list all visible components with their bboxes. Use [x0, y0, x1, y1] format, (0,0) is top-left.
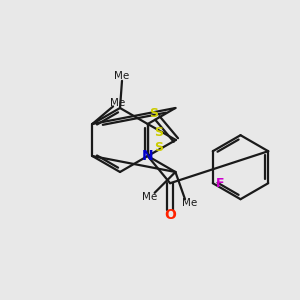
Text: S: S	[149, 107, 158, 120]
Text: S: S	[154, 126, 163, 139]
Text: F: F	[216, 177, 224, 190]
Text: N: N	[142, 149, 154, 163]
Text: Me: Me	[110, 98, 126, 108]
Text: Me: Me	[182, 198, 198, 208]
Text: S: S	[154, 141, 163, 154]
Text: Me: Me	[142, 192, 157, 202]
Text: Me: Me	[114, 71, 130, 81]
Text: O: O	[164, 208, 176, 222]
